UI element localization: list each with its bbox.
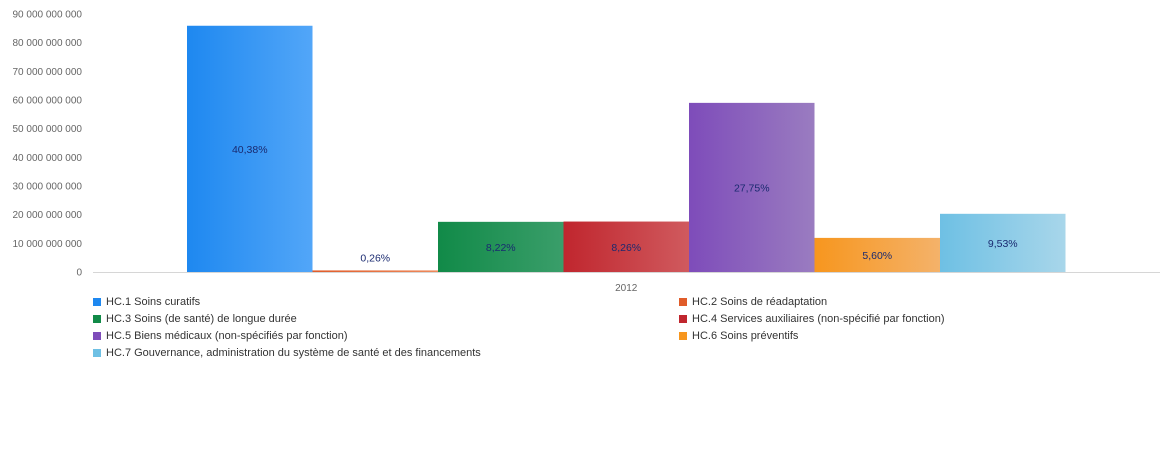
legend-item[interactable]: HC.6 Soins préventifs (679, 327, 1093, 344)
x-tick-label: 2012 (615, 283, 638, 294)
data-label: 9,53% (988, 238, 1018, 250)
legend: HC.1 Soins curatifs HC.2 Soins de réadapt… (93, 293, 1093, 361)
data-label: 5,60% (862, 250, 892, 262)
legend-swatch (93, 297, 101, 306)
y-tick-label: 0 (76, 268, 82, 279)
y-tick-label: 40 000 000 000 (12, 153, 82, 164)
legend-label: HC.5 Biens médicaux (non-spécifiés par f… (106, 329, 348, 342)
legend-swatch (679, 314, 687, 323)
y-tick-label: 80 000 000 000 (12, 38, 82, 49)
bar-3[interactable] (438, 221, 564, 272)
legend-swatch (93, 331, 101, 340)
data-label: 27,75% (734, 182, 770, 194)
legend-label: HC.2 Soins de réadaptation (692, 295, 828, 308)
data-label: 8,22% (486, 242, 516, 254)
legend-item[interactable]: HC.7 Gouvernance, administration du syst… (93, 344, 679, 361)
legend-item[interactable]: HC.4 Services auxiliaires (non-spécifié … (679, 310, 1093, 327)
bar-7[interactable] (940, 213, 1066, 272)
y-tick-label: 10 000 000 000 (12, 239, 82, 250)
legend-item[interactable]: HC.1 Soins curatifs (93, 293, 679, 310)
legend-item[interactable]: HC.5 Biens médicaux (non-spécifiés par f… (93, 327, 679, 344)
legend-label: HC.7 Gouvernance, administration du syst… (106, 346, 481, 359)
bars: 40,38% 0,26% 8,22% 8,26% 27,75% 5,60% 9,53% (187, 25, 1066, 273)
bar-6[interactable] (814, 237, 941, 272)
data-label: 8,26% (611, 242, 641, 254)
legend-label: HC.4 Services auxiliaires (non-spécifié … (692, 312, 945, 325)
bar-5[interactable] (689, 102, 815, 272)
y-tick-label: 50 000 000 000 (12, 124, 82, 135)
legend-label: HC.3 Soins (de santé) de longue durée (106, 312, 297, 325)
legend-swatch (679, 331, 687, 340)
y-tick-label: 90 000 000 000 (12, 10, 82, 21)
legend-item[interactable]: HC.3 Soins (de santé) de longue durée (93, 310, 679, 327)
y-axis: 0 10 000 000 000 20 000 000 000 30 000 000 … (12, 10, 82, 279)
legend-label: HC.1 Soins curatifs (106, 295, 201, 308)
legend-swatch (93, 314, 101, 323)
bar-2[interactable] (312, 270, 439, 272)
y-tick-label: 60 000 000 000 (12, 96, 82, 107)
y-tick-label: 70 000 000 000 (12, 67, 82, 78)
legend-swatch (679, 297, 687, 306)
data-label: 0,26% (360, 252, 390, 264)
legend-swatch (93, 348, 101, 357)
legend-label: HC.6 Soins préventifs (692, 329, 799, 342)
data-label: 40,38% (232, 144, 268, 156)
y-tick-label: 30 000 000 000 (12, 182, 82, 193)
bar-1[interactable] (187, 25, 313, 273)
bar-4[interactable] (563, 221, 690, 272)
legend-item[interactable]: HC.2 Soins de réadaptation (679, 293, 1093, 310)
y-tick-label: 20 000 000 000 (12, 210, 82, 221)
